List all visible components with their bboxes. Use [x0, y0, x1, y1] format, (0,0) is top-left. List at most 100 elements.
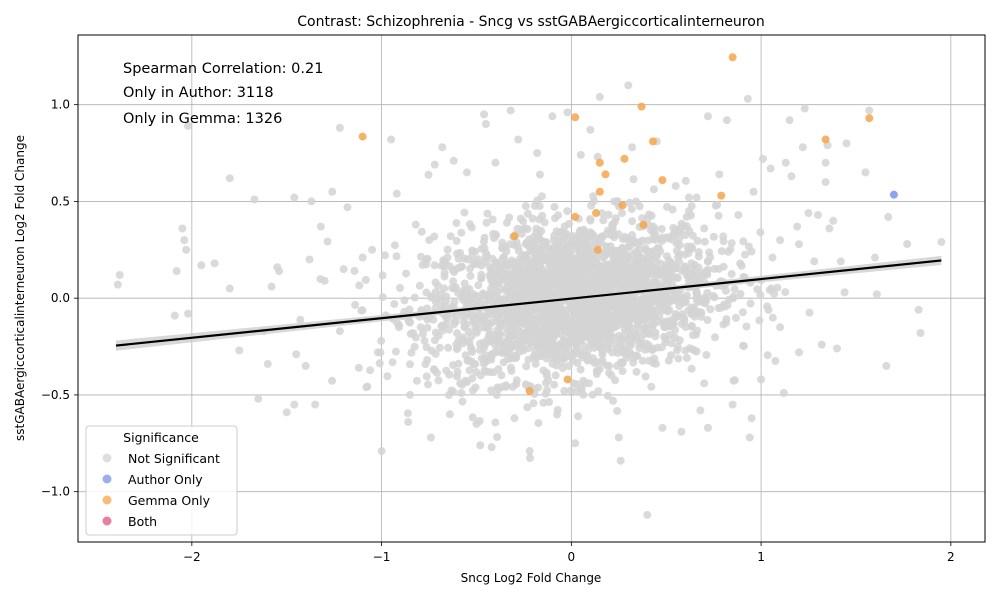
point-not-significant: [453, 367, 462, 376]
point-cloud-dot: [587, 286, 596, 295]
point-cloud-dot: [547, 248, 556, 257]
point-cloud-dot: [523, 403, 532, 412]
point-cloud-dot: [391, 347, 400, 356]
point-cloud-dot: [544, 375, 553, 384]
point-cloud-dot: [528, 214, 537, 223]
point-cloud-dot: [595, 234, 604, 243]
point-cloud-dot: [536, 352, 545, 361]
point-not-significant: [614, 433, 623, 442]
point-not-significant: [817, 340, 826, 349]
point-not-significant: [861, 168, 870, 177]
point-cloud-dot: [594, 297, 602, 305]
y-tick-label: −0.5: [41, 388, 70, 402]
legend-marker-author-only: [102, 474, 112, 484]
point-cloud-dot: [719, 237, 728, 246]
point-cloud-dot: [482, 218, 491, 227]
point-cloud-dot: [403, 409, 412, 418]
point-not-significant: [793, 222, 802, 231]
point-cloud-dot: [602, 282, 611, 291]
point-cloud-dot: [667, 351, 675, 360]
point-cloud-dot: [521, 316, 530, 325]
point-cloud-dot: [739, 342, 748, 351]
point-cloud-dot: [714, 211, 723, 220]
point-gemma-only: [571, 212, 580, 221]
point-cloud-dot: [627, 311, 636, 320]
point-not-significant: [825, 224, 834, 233]
point-not-significant: [430, 160, 439, 169]
point-not-significant: [728, 400, 737, 409]
point-not-significant: [307, 197, 316, 206]
point-cloud-dot: [555, 283, 563, 292]
point-cloud-dot: [744, 242, 753, 251]
point-not-significant: [745, 433, 754, 442]
point-not-significant: [184, 309, 193, 318]
point-not-significant: [404, 418, 413, 427]
point-cloud-dot: [709, 232, 718, 241]
point-not-significant: [113, 280, 122, 289]
point-cloud-dot: [652, 297, 661, 306]
point-cloud-dot: [523, 225, 532, 234]
legend-title: Significance: [123, 430, 199, 445]
point-cloud-dot: [643, 215, 652, 223]
point-cloud-dot: [625, 301, 634, 310]
point-cloud-dot: [550, 202, 559, 211]
point-cloud-dot: [687, 364, 696, 373]
point-cloud-dot: [585, 235, 594, 244]
point-cloud-dot: [488, 254, 497, 263]
point-cloud-dot: [554, 271, 563, 280]
point-cloud-dot: [634, 256, 643, 265]
point-not-significant: [305, 255, 314, 264]
point-cloud-dot: [490, 234, 499, 243]
point-cloud-dot: [443, 253, 452, 262]
point-not-significant: [832, 344, 841, 353]
point-cloud-dot: [645, 293, 654, 302]
point-cloud-dot: [700, 224, 709, 233]
legend-marker-both: [102, 516, 112, 526]
point-cloud-dot: [507, 366, 516, 375]
point-cloud-dot: [576, 274, 585, 283]
point-cloud-dot: [552, 323, 561, 332]
point-not-significant: [768, 253, 777, 262]
point-cloud-dot: [702, 351, 711, 359]
point-cloud-dot: [533, 246, 542, 254]
point-cloud-dot: [463, 356, 472, 365]
point-cloud-dot: [538, 211, 547, 220]
point-cloud-dot: [661, 323, 670, 332]
point-cloud-dot: [396, 284, 404, 292]
point-cloud-dot: [462, 300, 471, 309]
point-cloud-dot: [618, 347, 627, 356]
point-cloud-dot: [468, 413, 477, 422]
point-cloud-dot: [737, 261, 746, 270]
point-gemma-only: [865, 114, 874, 123]
point-cloud-dot: [431, 349, 440, 358]
point-cloud-dot: [484, 296, 492, 305]
point-cloud-dot: [738, 308, 747, 317]
point-not-significant: [180, 236, 189, 245]
point-cloud-dot: [561, 310, 570, 319]
point-cloud-dot: [602, 243, 611, 252]
point-cloud-dot: [711, 333, 719, 342]
point-cloud-dot: [562, 242, 571, 251]
point-cloud-dot: [458, 397, 467, 406]
point-cloud-dot: [736, 290, 745, 298]
point-cloud-dot: [423, 304, 432, 313]
point-not-significant: [804, 209, 813, 218]
regression-line: [115, 259, 942, 347]
point-cloud-dot: [526, 276, 535, 285]
point-not-significant: [510, 414, 519, 423]
point-not-significant: [700, 379, 709, 388]
point-cloud-dot: [491, 418, 500, 427]
point-cloud-dot: [421, 360, 430, 369]
point-cloud-dot: [771, 357, 780, 365]
point-cloud-dot: [647, 382, 656, 391]
point-cloud-dot: [503, 305, 512, 314]
point-gemma-only: [592, 209, 601, 218]
point-not-significant: [903, 239, 912, 248]
point-cloud-dot: [488, 336, 497, 345]
point-cloud-dot: [560, 261, 569, 270]
point-cloud-dot: [641, 274, 650, 283]
point-cloud-dot: [497, 371, 506, 380]
point-cloud-dot: [458, 333, 467, 342]
point-cloud-dot: [581, 262, 590, 271]
point-cloud-dot: [573, 238, 582, 247]
